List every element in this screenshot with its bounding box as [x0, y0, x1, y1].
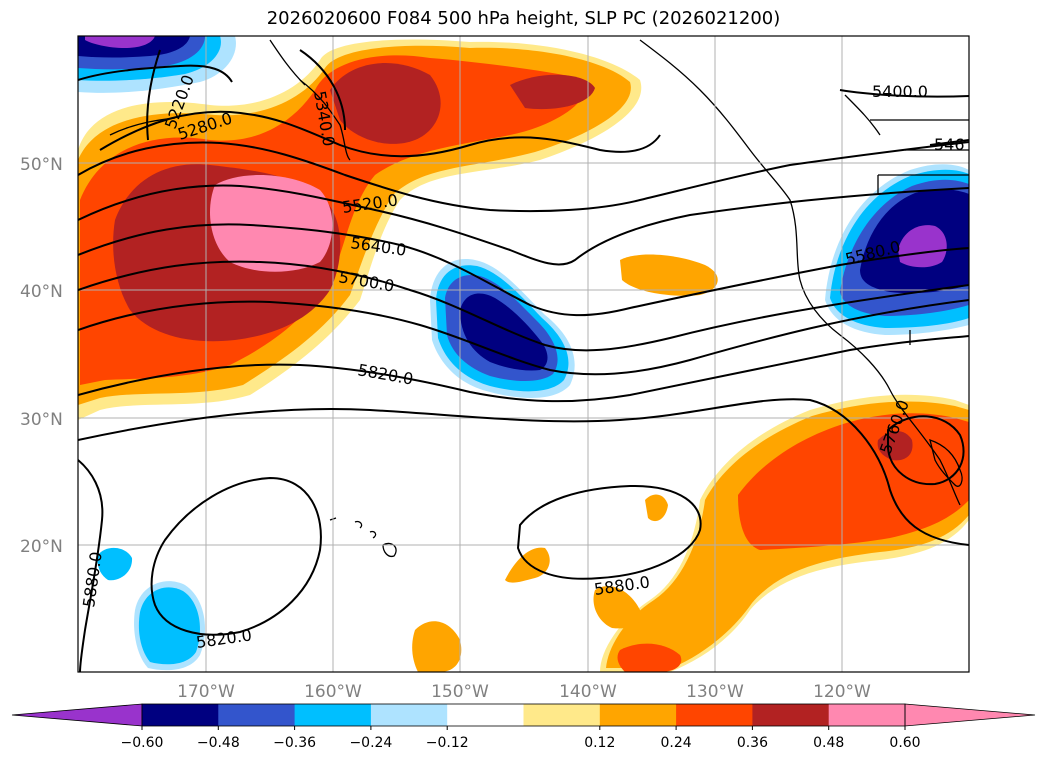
negative-anomaly-northwest-corner	[78, 36, 236, 93]
positive-anomaly-southeast	[412, 254, 969, 672]
map-title: 2026020600 F084 500 hPa height, SLP PC (…	[266, 8, 781, 29]
colorbar-segment	[676, 704, 753, 726]
colorbar-segment	[294, 704, 372, 726]
colorbar-segment	[828, 704, 906, 726]
colorbar-tick-label: −0.24	[349, 735, 392, 751]
lat-label-40n: 40°N	[20, 282, 63, 302]
colorbar-extend-min	[11, 703, 143, 727]
colorbar-segment	[523, 704, 601, 726]
colorbar: −0.60 −0.48 −0.36 −0.24 −0.12 0.12 0.24 0.36 0.4…	[11, 703, 1036, 751]
colorbar-tick-label: 0.24	[661, 735, 692, 751]
colorbar-tick-label: −0.12	[426, 735, 469, 751]
colorbar-tick-label: −0.60	[121, 735, 164, 751]
mexico-coast	[929, 439, 963, 487]
contour-label-5400: 5400.0	[872, 82, 928, 101]
colorbar-segment	[218, 704, 296, 726]
lon-label-140w: 140°W	[559, 682, 617, 702]
lat-label-50n: 50°N	[20, 155, 63, 175]
colorbar-tick-label: −0.48	[197, 735, 240, 751]
lon-label-150w: 150°W	[431, 682, 489, 702]
colorbar-segment	[599, 704, 677, 726]
lon-label-120w: 120°W	[813, 682, 871, 702]
coastlines	[109, 39, 969, 506]
plot-frame	[77, 35, 970, 673]
colorbar-segment	[447, 704, 524, 726]
positive-anomaly-northwest	[78, 39, 642, 421]
colorbar-tick-label: 0.36	[737, 735, 768, 751]
lat-label-30n: 30°N	[20, 410, 63, 430]
lon-label-170w: 170°W	[177, 682, 235, 702]
negative-anomaly-east	[825, 164, 969, 335]
lat-label-20n: 20°N	[20, 537, 63, 557]
negative-anomaly-southwest	[97, 547, 205, 671]
map-plot-area: 5220.0 5280.0 5340.0 5400.0 546 5520.0 5…	[78, 36, 969, 672]
latitude-labels: 50°N 40°N 30°N 20°N	[20, 155, 63, 557]
height-contours	[78, 49, 969, 672]
colorbar-tick-label: 0.12	[584, 735, 615, 751]
longitude-labels: 170°W 160°W 150°W 140°W 130°W 120°W	[177, 682, 871, 702]
colorbar-tick-label: 0.48	[813, 735, 844, 751]
contour-label-546: 546	[934, 135, 965, 154]
colorbar-segment	[142, 704, 219, 726]
colorbar-segment	[370, 704, 448, 726]
colorbar-segment	[752, 704, 830, 726]
colorbar-tick-label: 0.60	[889, 735, 920, 751]
colorbar-frame	[141, 703, 906, 727]
colorbar-extend-max	[904, 703, 1036, 727]
colorbar-tick-label: −0.36	[273, 735, 316, 751]
lon-label-130w: 130°W	[686, 682, 744, 702]
lon-label-160w: 160°W	[304, 682, 362, 702]
